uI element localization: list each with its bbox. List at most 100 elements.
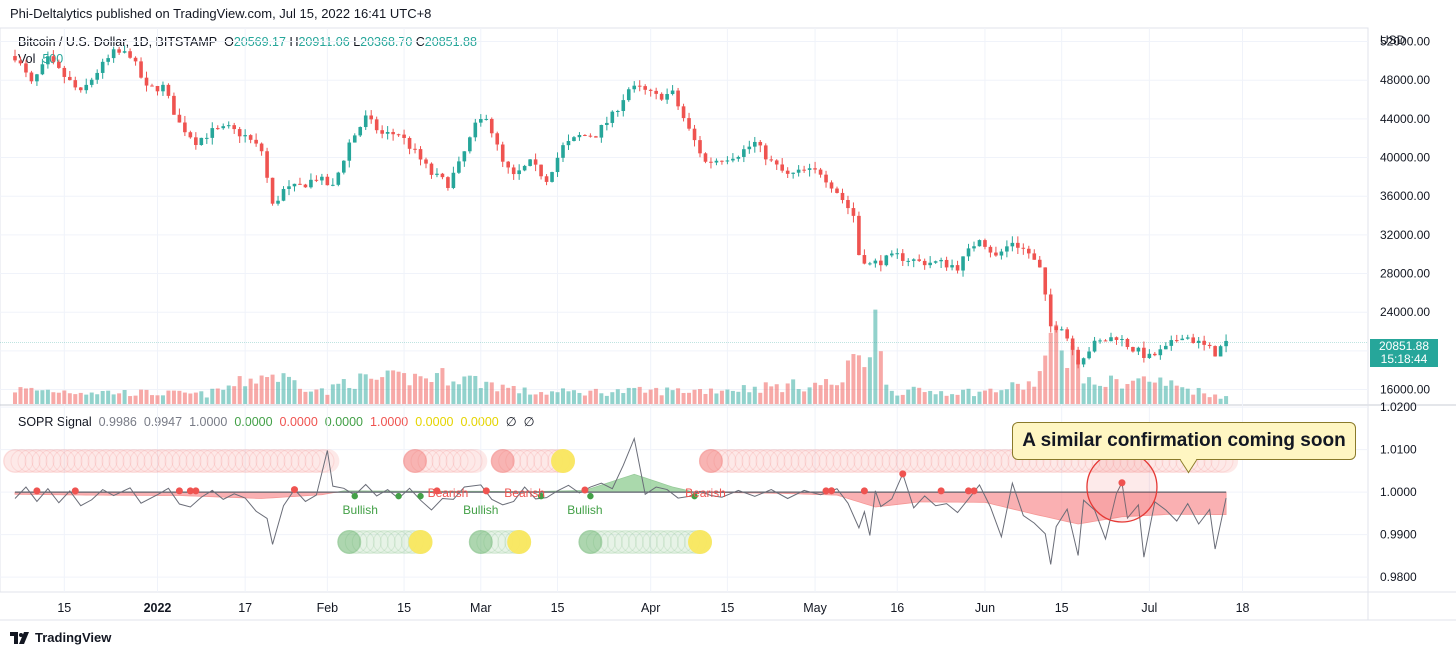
candle-body (100, 61, 105, 73)
volume-bar (1125, 384, 1130, 404)
volume-bar (900, 394, 905, 404)
volume-label[interactable]: Vol (18, 52, 36, 66)
candle-body (128, 51, 132, 58)
sopr-title[interactable]: SOPR Signal (18, 415, 92, 429)
candle-body (199, 137, 204, 145)
candle-body (840, 192, 845, 201)
volume-bar (462, 376, 467, 404)
signal-trail-ring (662, 530, 686, 554)
candle-body (331, 184, 335, 186)
candle-body (1120, 338, 1124, 340)
volume-bar (369, 378, 374, 404)
candle-body (681, 106, 686, 119)
volume-bar (478, 388, 483, 404)
last-price-value: 20851.88 (1378, 339, 1430, 353)
sopr-legend-value: 0.0000 (279, 415, 318, 429)
signal-trail-ring (372, 530, 396, 554)
annotation-callout[interactable]: A similar confirmation coming soon (1012, 422, 1356, 460)
candle-body (215, 128, 220, 130)
candle-body (1218, 346, 1223, 357)
volume-bar (451, 381, 456, 404)
volume-bar (1119, 388, 1124, 404)
candle-body (846, 200, 850, 209)
volume-bar (1152, 382, 1157, 404)
volume-bar (215, 388, 220, 404)
signal-trail-ring (129, 449, 153, 473)
volume-bar (867, 357, 872, 404)
volume-bar (330, 384, 335, 404)
candle-body (774, 160, 779, 165)
volume-bar (561, 388, 565, 404)
volume-bar (813, 382, 818, 404)
volume-bar (1054, 324, 1059, 404)
signal-trail (403, 449, 488, 473)
signal-trail-ring (937, 449, 961, 473)
candle-body (1054, 326, 1058, 331)
candle-body (933, 261, 938, 263)
candle-body (1065, 329, 1069, 339)
signal-trail-ring (66, 449, 90, 473)
volume-bar (917, 387, 922, 404)
candle-body (303, 184, 308, 188)
volume-bar (347, 387, 352, 404)
candle-body (1142, 347, 1146, 358)
volume-bar (993, 392, 998, 404)
candle-body (972, 246, 976, 249)
volume-bar (1043, 355, 1048, 404)
candle-body (111, 49, 116, 59)
signal-trail (3, 449, 340, 473)
volume-bar (221, 389, 226, 404)
volume-bar (522, 387, 527, 404)
candle-body (320, 176, 324, 181)
volume-bar (928, 390, 933, 404)
candle-body (358, 127, 363, 136)
candle-body (884, 255, 889, 266)
signal-trail-ring (459, 449, 483, 473)
candle-body (396, 134, 401, 136)
candle-body (868, 263, 872, 265)
candle-body (566, 141, 571, 146)
volume-bar (319, 388, 324, 404)
time-tick-label: 18 (1236, 601, 1250, 615)
signal-trail (468, 530, 532, 554)
volume-bar (511, 385, 516, 404)
volume-bar (719, 390, 724, 404)
volume-bar (1103, 386, 1108, 404)
volume-bar (1180, 387, 1185, 404)
candle-body (440, 173, 445, 178)
signal-trail-ring (512, 449, 536, 473)
signal-trail-ring (825, 449, 849, 473)
bearish-dot (860, 487, 868, 495)
sopr-legend-value: 0.0000 (234, 415, 273, 429)
signal-trail-ring (783, 449, 807, 473)
candle-body (51, 56, 56, 62)
candle-body (747, 146, 752, 150)
footer-brand[interactable]: TradingView (10, 630, 111, 645)
candle-body (648, 89, 653, 91)
candle-body (1070, 338, 1075, 350)
candle-body (599, 124, 604, 138)
signal-trail-ring (24, 449, 48, 473)
signal-trail-ring (241, 449, 265, 473)
signal-trail-ring (776, 449, 800, 473)
signal-trail-ring (136, 449, 160, 473)
volume-bar (13, 392, 17, 404)
volume-bar (884, 384, 889, 404)
candle-body (1081, 358, 1086, 365)
candle-body (1092, 340, 1097, 352)
signal-trail-ring (476, 530, 500, 554)
candle-body (429, 163, 434, 175)
candle-body (1125, 338, 1130, 347)
signal-trail-ring (867, 449, 891, 473)
sopr-tick-label: 1.0200 (1380, 400, 1417, 414)
volume-bar (445, 385, 450, 404)
volume-bar (692, 389, 697, 404)
bullish-label: Bullish (463, 503, 498, 517)
candle-body (84, 84, 89, 91)
candle-body (1174, 340, 1179, 342)
signal-trail-ring (930, 449, 954, 473)
volume-bar (78, 392, 83, 404)
volume-bar (341, 379, 346, 404)
candle-body (78, 87, 83, 91)
